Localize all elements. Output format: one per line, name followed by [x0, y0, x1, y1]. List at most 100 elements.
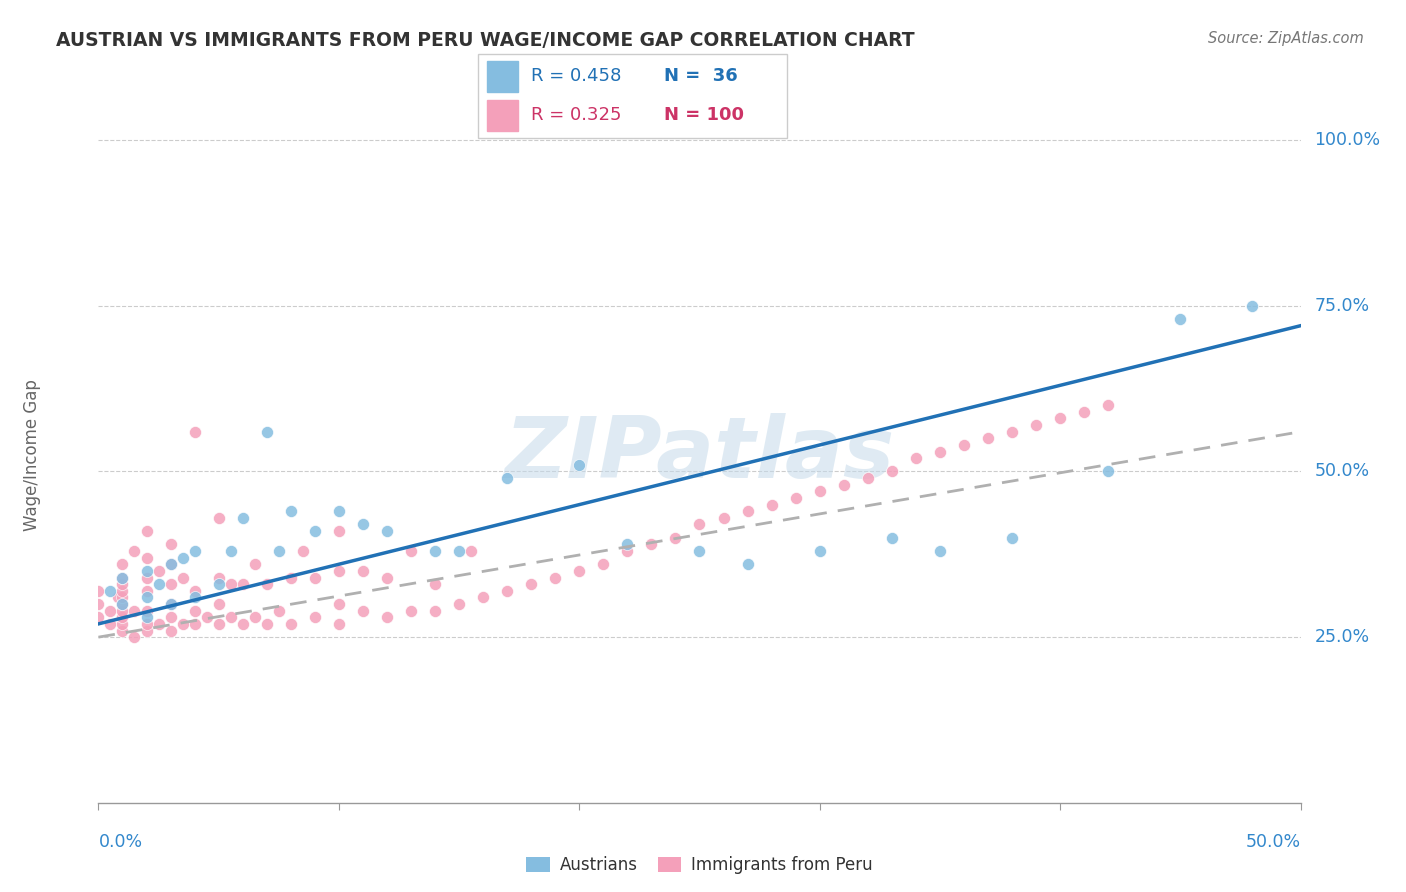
Point — [87, 583, 110, 598]
Point — [472, 591, 495, 605]
Point — [159, 558, 181, 572]
Text: R = 0.325: R = 0.325 — [530, 106, 621, 124]
Text: N =  36: N = 36 — [664, 68, 737, 86]
Point — [208, 597, 231, 611]
Point — [183, 591, 205, 605]
Point — [100, 604, 122, 618]
Point — [460, 544, 482, 558]
Text: Wage/Income Gap: Wage/Income Gap — [24, 379, 41, 531]
Point — [328, 597, 350, 611]
Point — [399, 604, 422, 618]
Point — [761, 498, 783, 512]
FancyBboxPatch shape — [478, 54, 787, 138]
Point — [1001, 425, 1024, 439]
Point — [232, 577, 254, 591]
Point — [304, 610, 326, 624]
Point — [159, 624, 181, 638]
Point — [880, 465, 903, 479]
Point — [423, 544, 446, 558]
Point — [135, 524, 157, 538]
Point — [159, 597, 181, 611]
Point — [256, 577, 278, 591]
Point — [219, 544, 242, 558]
Point — [159, 537, 181, 551]
Point — [135, 604, 157, 618]
Point — [111, 597, 134, 611]
Point — [977, 431, 1000, 445]
Point — [664, 531, 686, 545]
Point — [713, 511, 735, 525]
Point — [159, 610, 181, 624]
Point — [256, 425, 278, 439]
Point — [856, 471, 879, 485]
Text: N = 100: N = 100 — [664, 106, 744, 124]
Point — [183, 583, 205, 598]
Point — [592, 558, 614, 572]
Point — [328, 564, 350, 578]
Point — [159, 558, 181, 572]
Point — [496, 583, 519, 598]
Text: 25.0%: 25.0% — [1315, 628, 1369, 646]
Point — [737, 558, 759, 572]
Point — [423, 577, 446, 591]
Point — [256, 616, 278, 631]
Point — [267, 604, 290, 618]
Point — [111, 597, 134, 611]
Point — [124, 544, 146, 558]
Point — [267, 544, 290, 558]
Point — [135, 550, 157, 565]
Point — [304, 524, 326, 538]
Point — [111, 577, 134, 591]
Point — [111, 591, 134, 605]
Text: 50.0%: 50.0% — [1315, 462, 1369, 481]
Point — [208, 570, 231, 584]
Point — [183, 616, 205, 631]
Point — [111, 583, 134, 598]
Text: 100.0%: 100.0% — [1315, 131, 1381, 149]
Point — [880, 531, 903, 545]
Point — [808, 484, 831, 499]
Point — [208, 511, 231, 525]
Point — [568, 564, 591, 578]
Point — [183, 544, 205, 558]
Point — [928, 544, 950, 558]
Point — [135, 616, 157, 631]
Point — [111, 624, 134, 638]
Point — [111, 604, 134, 618]
Point — [135, 591, 157, 605]
Point — [135, 564, 157, 578]
Point — [148, 564, 170, 578]
Text: Source: ZipAtlas.com: Source: ZipAtlas.com — [1208, 31, 1364, 46]
Point — [148, 616, 170, 631]
Point — [328, 616, 350, 631]
Point — [1049, 411, 1071, 425]
Point — [148, 577, 170, 591]
Point — [785, 491, 807, 505]
Point — [688, 544, 710, 558]
Point — [328, 504, 350, 518]
Point — [1073, 405, 1095, 419]
Point — [111, 610, 134, 624]
Point — [280, 504, 302, 518]
Point — [232, 511, 254, 525]
Point — [1025, 418, 1047, 433]
Point — [520, 577, 543, 591]
Text: R = 0.458: R = 0.458 — [530, 68, 621, 86]
Point — [111, 570, 134, 584]
Point — [375, 610, 398, 624]
Point — [100, 616, 122, 631]
Point — [280, 616, 302, 631]
Point — [232, 616, 254, 631]
Point — [124, 630, 146, 644]
Point — [352, 517, 374, 532]
Point — [447, 597, 470, 611]
Point — [688, 517, 710, 532]
Point — [208, 616, 231, 631]
Point — [243, 610, 266, 624]
Point — [159, 577, 181, 591]
Point — [135, 570, 157, 584]
Point — [568, 458, 591, 472]
Point — [616, 544, 638, 558]
Point — [291, 544, 314, 558]
Point — [135, 624, 157, 638]
